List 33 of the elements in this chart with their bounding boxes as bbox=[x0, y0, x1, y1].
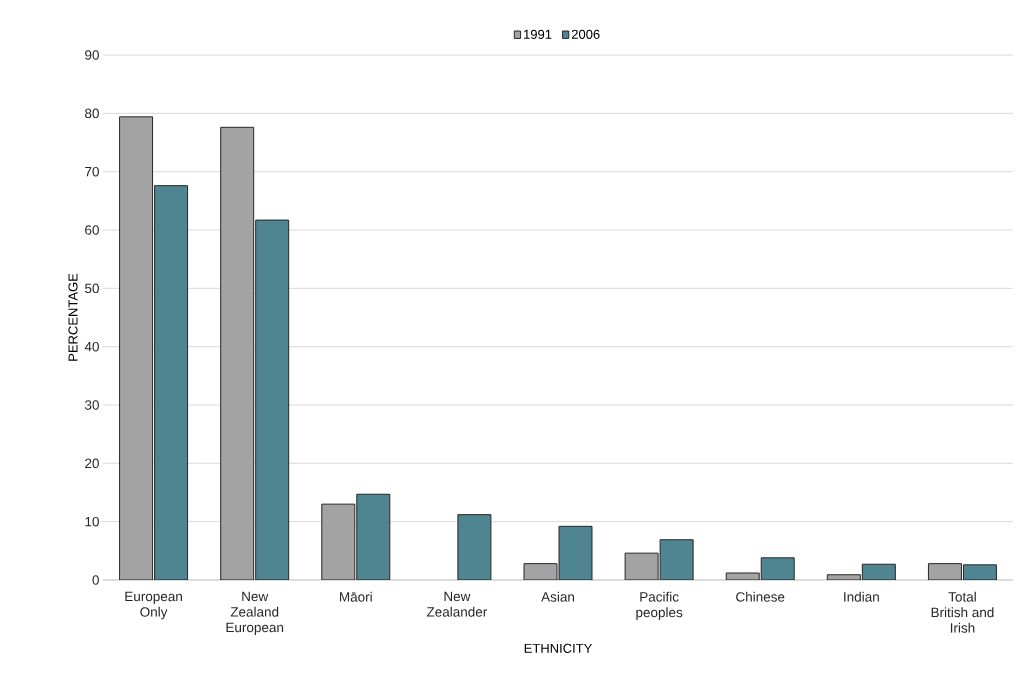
y-tick-label: 70 bbox=[85, 166, 99, 177]
y-tick-label: 80 bbox=[85, 108, 99, 119]
bar bbox=[760, 557, 795, 580]
bar bbox=[356, 493, 391, 580]
bar bbox=[154, 185, 189, 580]
y-tick-label: 0 bbox=[92, 575, 99, 585]
x-tick-label: Chinese bbox=[736, 591, 785, 602]
x-tick-label: European Only bbox=[125, 591, 182, 620]
x-tick-label: Indian bbox=[844, 591, 879, 602]
y-axis-title: PERCENTAGE bbox=[68, 273, 78, 361]
x-tick-label: Pacific peoples bbox=[636, 591, 683, 620]
y-tick-label: 60 bbox=[85, 225, 99, 235]
legend-label: 2006 bbox=[571, 29, 600, 39]
legend-label: 1991 bbox=[524, 29, 552, 39]
y-tick-label: 50 bbox=[84, 283, 99, 294]
bar bbox=[255, 219, 290, 580]
y-tick-label: 10 bbox=[85, 516, 99, 527]
y-tick-label: 30 bbox=[84, 400, 99, 410]
x-tick-label: Asian bbox=[541, 591, 575, 602]
x-tick-label: Māori bbox=[340, 591, 372, 602]
x-axis-title: ETHNICITY bbox=[524, 643, 593, 653]
x-tick-label: New Zealander bbox=[426, 591, 488, 617]
bar bbox=[321, 503, 356, 580]
bar bbox=[119, 116, 154, 580]
y-tick-label: 90 bbox=[85, 50, 99, 60]
x-tick-label: New Zealand European bbox=[226, 591, 284, 635]
bar bbox=[659, 539, 694, 580]
bar bbox=[558, 525, 593, 580]
x-tick-label: Total British and Irish bbox=[931, 591, 994, 633]
bar bbox=[220, 126, 255, 580]
y-tick-label: 20 bbox=[85, 458, 99, 469]
bar bbox=[457, 514, 492, 580]
y-tick-label: 40 bbox=[84, 341, 99, 352]
